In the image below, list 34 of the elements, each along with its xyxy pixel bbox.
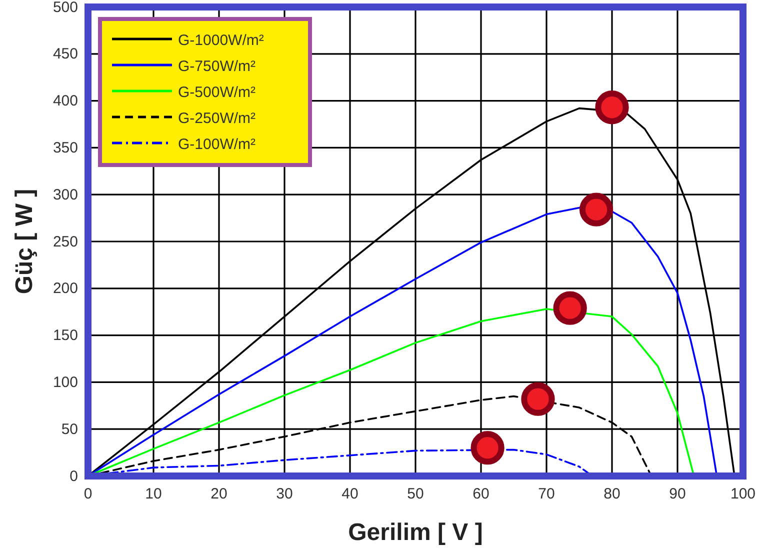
x-tick-label: 50: [407, 486, 424, 503]
y-tick-label: 100: [52, 374, 78, 391]
y-tick-label: 250: [52, 233, 78, 250]
y-tick-label: 50: [61, 420, 78, 438]
point: [595, 90, 629, 124]
x-tick-label: 80: [604, 486, 620, 503]
point: [579, 192, 614, 226]
legend-label: G-750W/m²: [178, 58, 256, 75]
x-tick-label: 20: [210, 486, 228, 503]
y-axis-title: Güç [ W ]: [11, 188, 38, 294]
legend-label: G-100W/m²: [178, 136, 256, 153]
point: [521, 382, 555, 416]
x-tick-label: 10: [145, 486, 162, 503]
x-tick-label: 90: [669, 486, 686, 503]
legend-label: G-1000W/m²: [178, 32, 264, 49]
legend-label: G-250W/m²: [178, 110, 256, 127]
y-tick-label: 0: [70, 468, 78, 485]
x-axis-title: Gerilim [ V ]: [348, 519, 483, 546]
point: [553, 291, 587, 325]
y-tick-label: 450: [52, 46, 78, 63]
x-tick-label: 30: [276, 486, 293, 503]
y-tick-label: 500: [52, 0, 78, 16]
y-tick-label: 350: [52, 140, 78, 156]
y-tick-label: 200: [52, 280, 78, 298]
legend-label: G-500W/m²: [178, 84, 256, 101]
x-tick-label: 60: [472, 486, 490, 503]
point: [470, 431, 504, 465]
x-tick-label: 70: [538, 486, 555, 503]
y-tick-label: 300: [52, 186, 78, 204]
x-tick-label: 0: [84, 486, 92, 503]
x-tick-label: 100: [730, 486, 756, 503]
y-tick-label: 400: [52, 92, 78, 110]
y-tick-label: 150: [52, 327, 78, 344]
x-tick-label: 40: [342, 486, 358, 503]
